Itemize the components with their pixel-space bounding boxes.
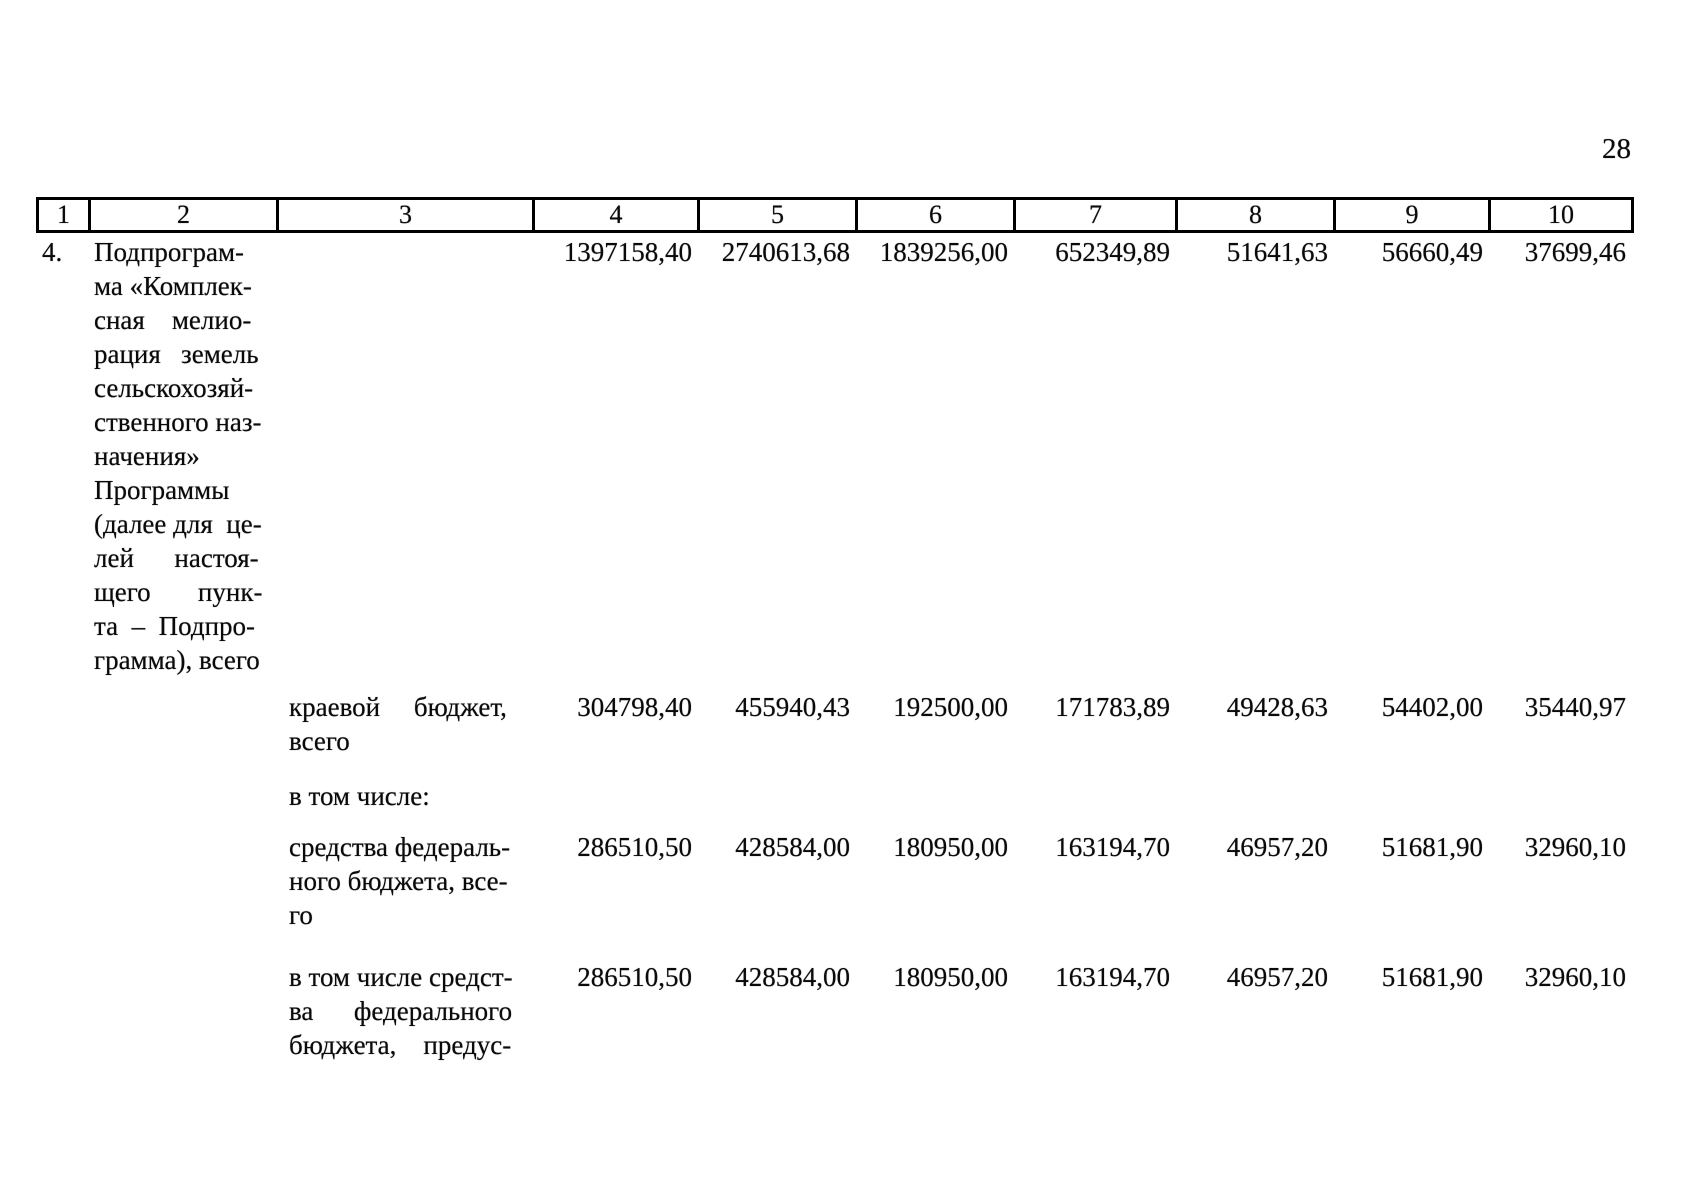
value-cell-col9: 54402,00 — [1381, 692, 1483, 722]
budget-label-cell: в том числе: — [289, 781, 430, 811]
header-cell-6: 6 — [855, 197, 1016, 233]
budget-label-cell: краевой бюджет, всего — [289, 692, 507, 756]
value-cell-col5: 455940,43 — [735, 692, 850, 722]
value-cell-col6: 1839256,00 — [879, 237, 1008, 267]
table-header-row: 1 2 3 4 5 6 7 8 9 10 — [36, 197, 1634, 233]
header-cell-1: 1 — [36, 197, 91, 233]
header-cell-7: 7 — [1013, 197, 1178, 233]
value-cell-col6: 180950,00 — [893, 832, 1008, 862]
header-cell-5: 5 — [697, 197, 858, 233]
table-row: в том числе средст- ва федерального бюдж… — [36, 960, 1631, 1062]
value-cell-col9: 56660,49 — [1381, 237, 1483, 267]
header-cell-4: 4 — [532, 197, 700, 233]
value-cell-col5: 428584,00 — [735, 962, 850, 992]
value-cell-col7: 652349,89 — [1055, 237, 1170, 267]
header-cell-9: 9 — [1333, 197, 1491, 233]
value-cell-col4: 1397158,40 — [563, 237, 692, 267]
value-cell-col7: 171783,89 — [1055, 692, 1170, 722]
value-cell-col4: 286510,50 — [577, 832, 692, 862]
program-name-cell: Подпрограм- ма «Комплек- сная мелио- рац… — [94, 237, 263, 675]
header-cell-2: 2 — [88, 197, 279, 233]
value-cell-col6: 192500,00 — [893, 692, 1008, 722]
value-cell-col10: 37699,46 — [1524, 237, 1626, 267]
header-cell-3: 3 — [276, 197, 535, 233]
value-cell-col8: 46957,20 — [1226, 962, 1328, 992]
budget-label-cell: средства федераль- ного бюджета, все- го — [289, 832, 511, 930]
value-cell-col8: 51641,63 — [1226, 237, 1328, 267]
header-cell-10: 10 — [1488, 197, 1634, 233]
value-cell-col7: 163194,70 — [1055, 962, 1170, 992]
value-cell-col10: 35440,97 — [1524, 692, 1626, 722]
page-number: 28 — [1602, 133, 1631, 165]
value-cell-col4: 304798,40 — [577, 692, 692, 722]
value-cell-col9: 51681,90 — [1381, 832, 1483, 862]
value-cell-col8: 46957,20 — [1226, 832, 1328, 862]
table-row: 4. Подпрограм- ма «Комплек- сная мелио- … — [36, 235, 1631, 677]
table-row: краевой бюджет, всего 304798,40 455940,4… — [36, 690, 1631, 758]
value-cell-col5: 428584,00 — [735, 832, 850, 862]
value-cell-col4: 286510,50 — [577, 962, 692, 992]
table-body: 4. Подпрограм- ма «Комплек- сная мелио- … — [36, 233, 1631, 1062]
value-cell-col10: 32960,10 — [1524, 962, 1626, 992]
value-cell-col5: 2740613,68 — [721, 237, 850, 267]
value-cell-col9: 51681,90 — [1381, 962, 1483, 992]
header-cell-8: 8 — [1175, 197, 1336, 233]
item-number-cell: 4. — [42, 237, 63, 267]
table-row: в том числе: — [36, 779, 1631, 813]
value-cell-col7: 163194,70 — [1055, 832, 1170, 862]
value-cell-col6: 180950,00 — [893, 962, 1008, 992]
table-row: средства федераль- ного бюджета, все- го… — [36, 830, 1631, 932]
budget-label-cell: в том числе средст- ва федерального бюдж… — [289, 962, 513, 1060]
value-cell-col8: 49428,63 — [1226, 692, 1328, 722]
value-cell-col10: 32960,10 — [1524, 832, 1626, 862]
